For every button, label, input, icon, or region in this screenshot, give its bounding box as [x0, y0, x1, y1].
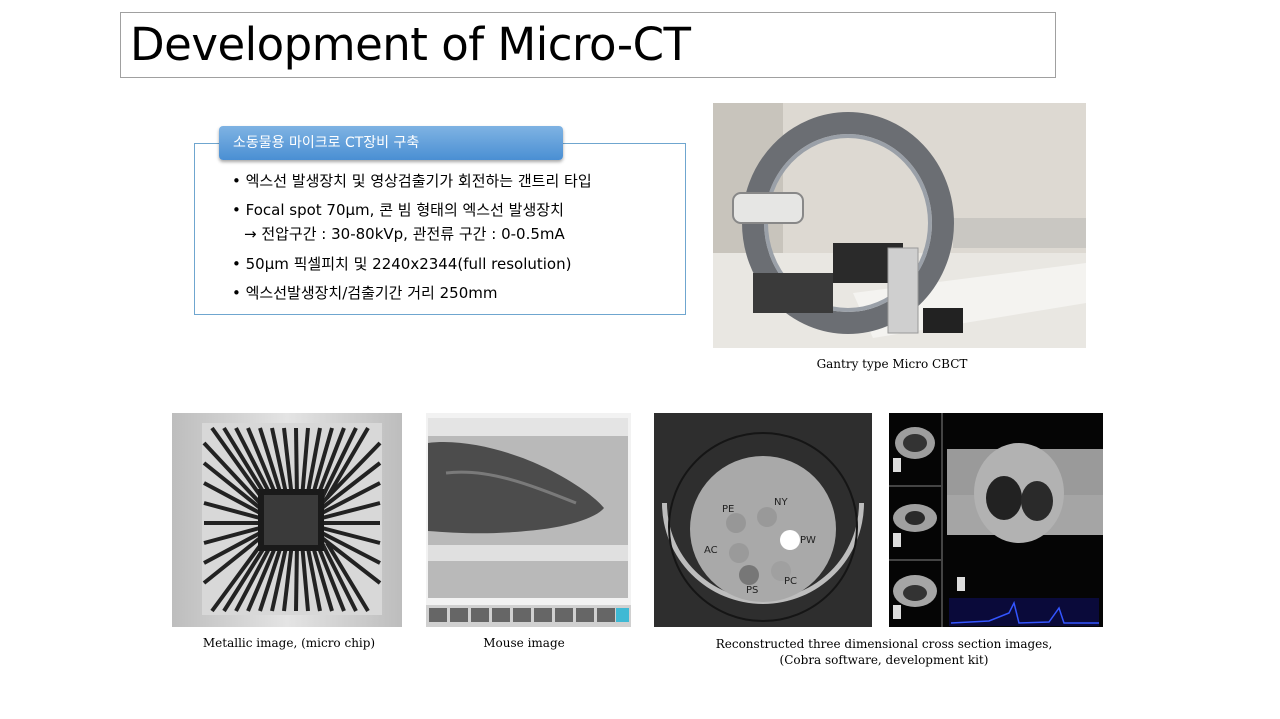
spec-bullet-3: • 50μm 픽셀피치 및 2240x2344(full resolution): [232, 255, 572, 273]
spec-header: 소동물용 마이크로 CT장비 구축: [219, 126, 563, 160]
title-box: Development of Micro-CT: [120, 12, 1056, 78]
chip-caption: Metallic image, (micro chip): [202, 636, 376, 650]
mouse-image: [426, 413, 631, 627]
recon-caption-line1: Reconstructed three dimensional cross se…: [715, 637, 1053, 651]
phantom-label-pc: PC: [784, 576, 797, 587]
phantom-label-pe: PE: [722, 504, 734, 515]
phantom-label-ac: AC: [704, 545, 718, 556]
recon-caption-line2: (Cobra software, development kit): [779, 653, 989, 667]
spec-bullet-2-sub: → 전압구간 : 30-80kVp, 관전류 구간 : 0-0.5mA: [244, 225, 565, 243]
gantry-photo: [713, 103, 1086, 348]
page-title: Development of Micro-CT: [130, 18, 691, 71]
spec-bullet-2: • Focal spot 70μm, 콘 빔 형태의 엑스선 발생장치: [232, 201, 564, 219]
gantry-caption: Gantry type Micro CBCT: [816, 357, 968, 371]
chip-image: [172, 413, 402, 627]
phantom-label-ps: PS: [746, 585, 758, 596]
mouse-caption: Mouse image: [483, 636, 565, 650]
phantom-label-pw: PW: [800, 535, 816, 546]
spec-bullet-4: • 엑스선발생장치/검출기간 거리 250mm: [232, 284, 498, 302]
phantom-label-ny: NY: [774, 497, 788, 508]
cobra-software-image: [889, 413, 1103, 627]
spec-bullet-1: • 엑스선 발생장치 및 영상검출기가 회전하는 갠트리 타입: [232, 172, 592, 190]
phantom-image: PE NY AC PW PS PC: [654, 413, 872, 627]
